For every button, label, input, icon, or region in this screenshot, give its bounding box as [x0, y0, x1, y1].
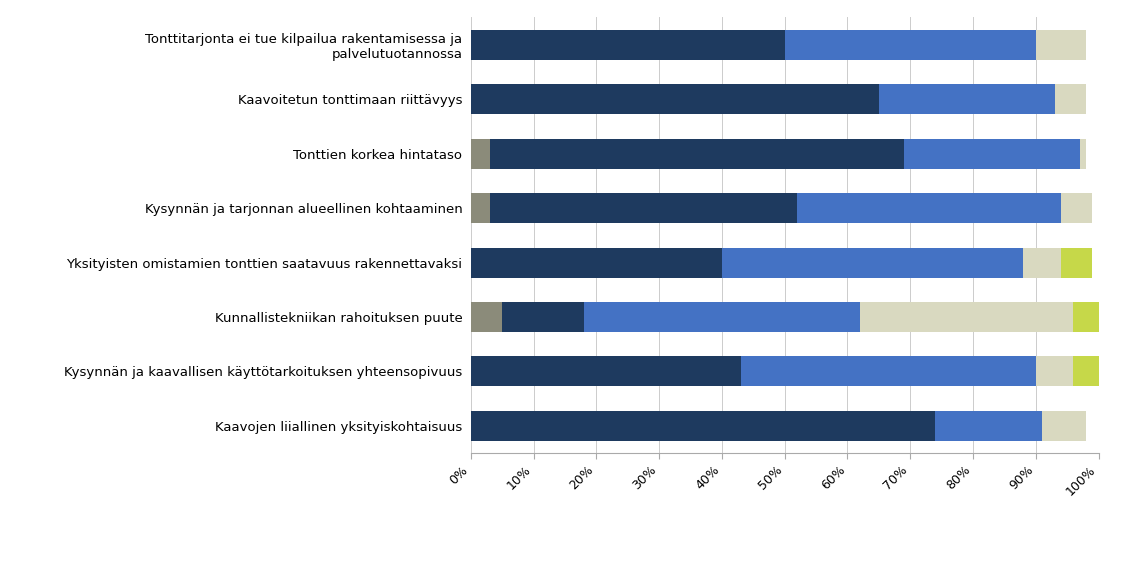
Bar [502, 302, 584, 332]
Bar [471, 193, 490, 223]
Bar [1060, 193, 1092, 223]
Bar [490, 193, 797, 223]
Bar [1036, 357, 1074, 386]
Bar [904, 139, 1080, 168]
Bar [471, 411, 935, 441]
Bar [1060, 248, 1092, 278]
Bar [1074, 302, 1099, 332]
Bar [879, 84, 1055, 114]
Bar [1080, 139, 1086, 168]
Bar [471, 357, 741, 386]
Bar [785, 30, 1036, 60]
Bar [490, 139, 904, 168]
Bar [471, 84, 879, 114]
Bar [797, 193, 1060, 223]
Bar [1036, 30, 1086, 60]
Bar [471, 139, 490, 168]
Bar [741, 357, 1036, 386]
Bar [1055, 84, 1086, 114]
Bar [584, 302, 860, 332]
Bar [471, 302, 502, 332]
Bar [935, 411, 1043, 441]
Bar [722, 248, 1023, 278]
Bar [1023, 248, 1060, 278]
Bar [860, 302, 1074, 332]
Bar [471, 30, 785, 60]
Bar [471, 248, 722, 278]
Bar [1074, 357, 1099, 386]
Bar [1043, 411, 1086, 441]
